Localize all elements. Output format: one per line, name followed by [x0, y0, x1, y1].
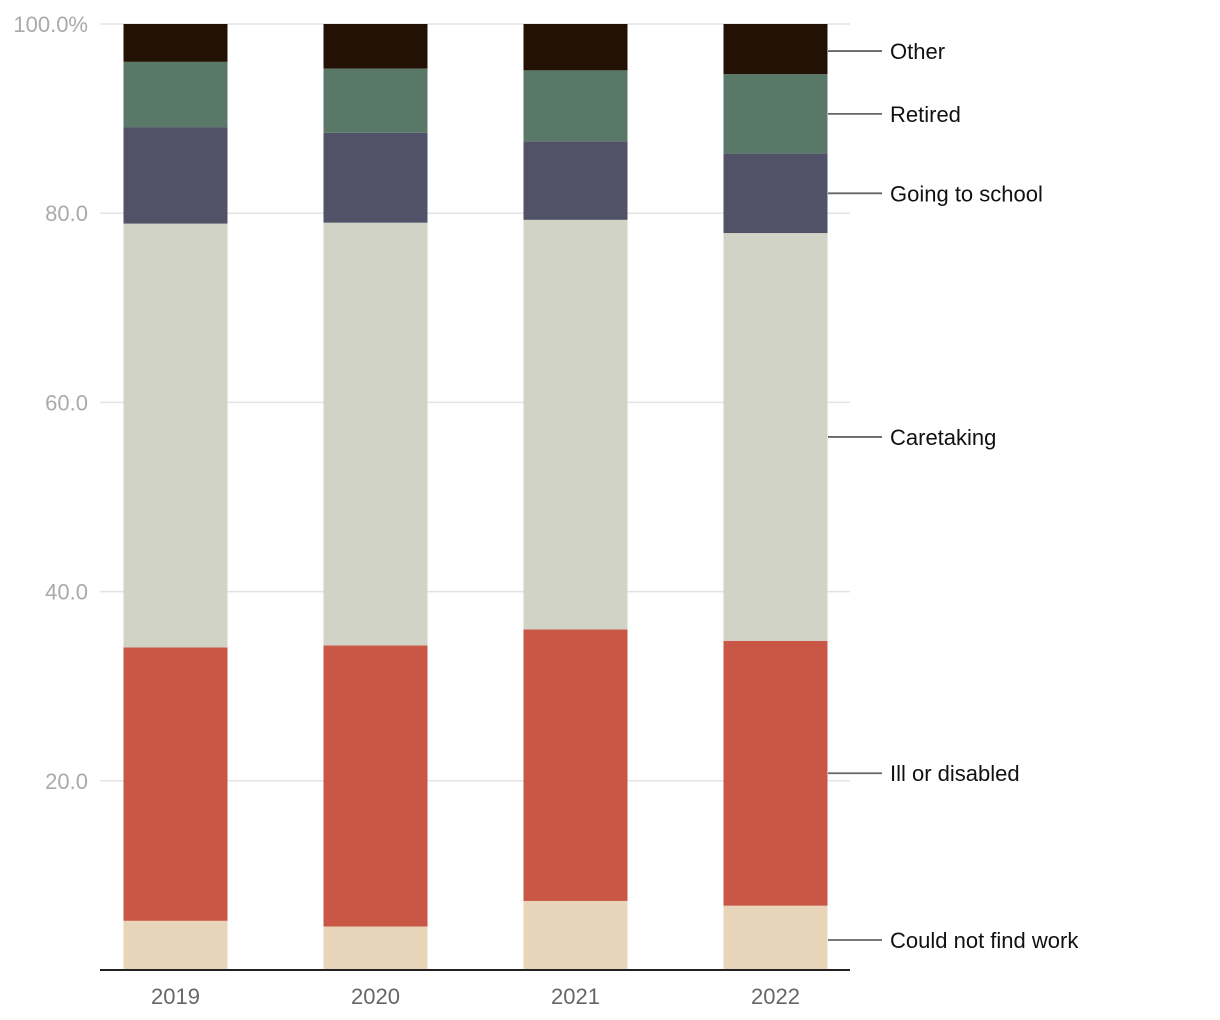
bar-2019-going-to-school	[123, 127, 228, 224]
bars	[123, 24, 828, 970]
x-tick-label: 2021	[551, 984, 600, 1009]
legend-entry: Ill or disabled	[828, 761, 1020, 786]
bar-2021-other	[523, 24, 628, 71]
x-axis-ticks: 2019 2020 2021 2022	[151, 984, 800, 1009]
bar-2020-caretaking	[323, 222, 428, 646]
bar-2019-other	[123, 24, 228, 62]
x-tick-label: 2022	[751, 984, 800, 1009]
bar-2022-ill-or-disabled	[723, 640, 828, 906]
legend-entry: Going to school	[828, 181, 1043, 206]
bar-2020-ill-or-disabled	[323, 645, 428, 927]
legend: Could not find work Ill or disabled Careta…	[828, 39, 1079, 953]
bar-2022-other	[723, 24, 828, 75]
legend-label: Other	[890, 39, 945, 64]
legend-entry: Could not find work	[828, 928, 1079, 953]
bar-2021-ill-or-disabled	[523, 629, 628, 901]
bar-2022-could-not-find-work	[723, 905, 828, 970]
bar-2020-going-to-school	[323, 132, 428, 223]
x-tick-label: 2020	[351, 984, 400, 1009]
bar-2021-could-not-find-work	[523, 900, 628, 970]
bar-2019-could-not-find-work	[123, 920, 228, 970]
legend-label: Going to school	[890, 181, 1043, 206]
y-tick-label: 60.0	[45, 390, 88, 415]
legend-label: Retired	[890, 102, 961, 127]
y-tick-label: 20.0	[45, 769, 88, 794]
legend-entry: Caretaking	[828, 425, 996, 450]
bar-2020-retired	[323, 68, 428, 133]
bar-2022-retired	[723, 74, 828, 154]
bar-2021-retired	[523, 70, 628, 142]
legend-label: Ill or disabled	[890, 761, 1020, 786]
bar-2021-caretaking	[523, 219, 628, 630]
y-axis-ticks: 20.0 40.0 60.0 80.0 100.0%	[13, 12, 88, 794]
bar-2019-retired	[123, 61, 228, 128]
bar-2021-going-to-school	[523, 141, 628, 220]
legend-entry: Retired	[828, 102, 961, 127]
y-tick-label: 40.0	[45, 580, 88, 605]
y-tick-label: 100.0%	[13, 12, 88, 37]
y-tick-label: 80.0	[45, 201, 88, 226]
bar-2020-could-not-find-work	[323, 926, 428, 970]
bar-2022-caretaking	[723, 233, 828, 641]
bar-2022-going-to-school	[723, 153, 828, 234]
legend-label: Could not find work	[890, 928, 1079, 953]
bar-2019-ill-or-disabled	[123, 647, 228, 921]
bar-2019-caretaking	[123, 223, 228, 648]
legend-label: Caretaking	[890, 425, 996, 450]
bar-2020-other	[323, 24, 428, 69]
x-tick-label: 2019	[151, 984, 200, 1009]
legend-entry: Other	[828, 39, 945, 64]
